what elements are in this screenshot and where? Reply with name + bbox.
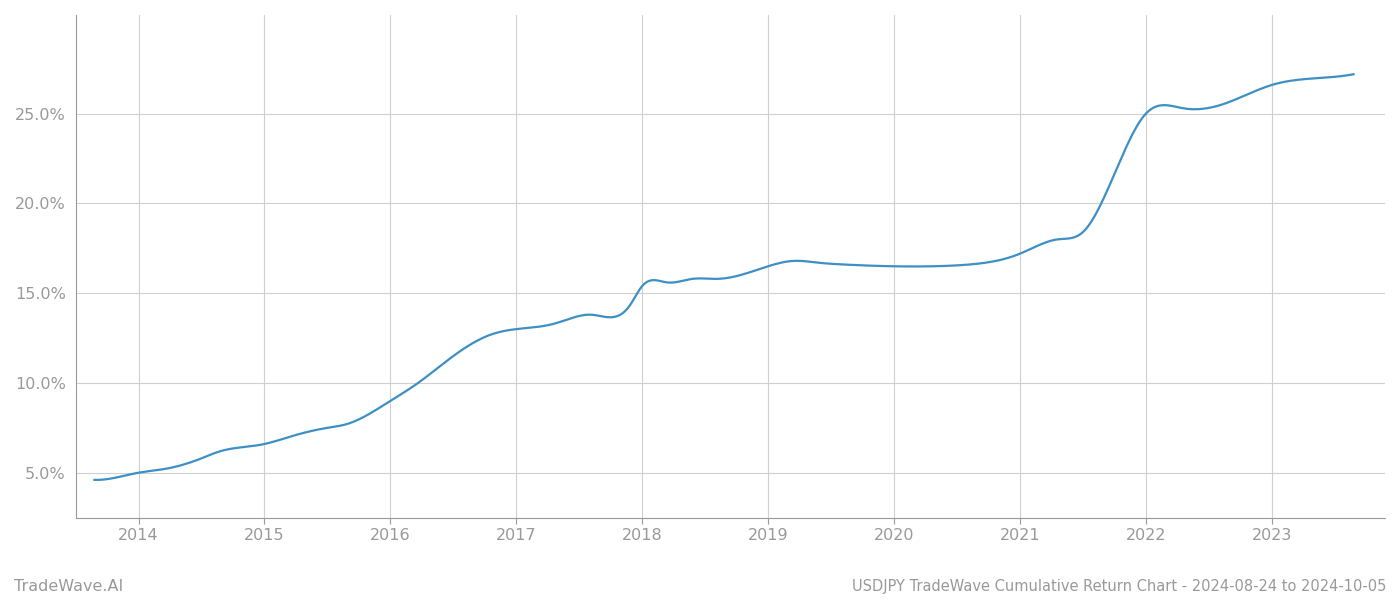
Text: USDJPY TradeWave Cumulative Return Chart - 2024-08-24 to 2024-10-05: USDJPY TradeWave Cumulative Return Chart… xyxy=(851,579,1386,594)
Text: TradeWave.AI: TradeWave.AI xyxy=(14,579,123,594)
